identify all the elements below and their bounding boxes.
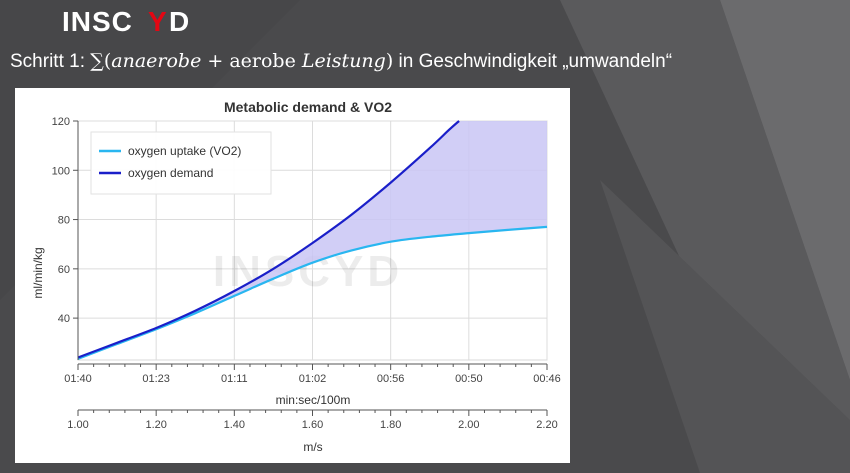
formula-term-aerobe: aerobe [229,50,296,72]
heading-formula: ∑(anaerobe + aerobe Leistung) [90,50,394,72]
series-lines [77,120,548,360]
y-axis-label: ml/min/kg [31,247,45,298]
x-tick-label-speed: 1.60 [302,419,323,431]
inscyd-logo: INSC Y D [62,6,212,41]
legend-box [90,131,272,195]
y-tick-label: 120 [52,116,70,128]
heading-suffix: in Geschwindigkeit „umwandeln“ [393,51,673,72]
logo-text-y: Y [148,6,167,36]
x-axis-label-speed: m/s [303,440,322,454]
logo-text-ins: INSC [62,6,133,36]
chart-title: Metabolic demand & VO2 [224,99,392,115]
demand-gap-area [78,121,547,359]
y-tick-label: 80 [58,215,70,227]
legend-label: oxygen uptake (VO2) [128,144,241,158]
series-line-oxygen-uptake [77,225,548,360]
x-tick-label-pace: 00:46 [533,373,561,385]
x-tick-label-pace: 01:40 [64,373,92,385]
x-tick-label-speed: 1.40 [224,419,245,431]
x-tick-label-pace: 01:02 [299,373,327,385]
legend-label: oxygen demand [128,166,213,180]
y-tick-label: 60 [58,264,70,276]
metabolic-chart: Metabolic demand & VO2 INSCYD 4060801001… [31,99,561,454]
x-tick-label-pace: 01:23 [142,373,170,385]
heading-prefix: Schritt 1: [10,51,91,72]
x-tick-label-speed: 2.00 [458,419,479,431]
x-tick-label-speed: 1.20 [145,419,166,431]
x-tick-label-pace: 01:11 [221,373,248,385]
x-tick-label-speed: 1.00 [67,419,88,431]
y-tick-label: 100 [52,165,70,177]
x-tick-label-pace: 00:56 [377,373,405,385]
sum-symbol: ∑ [90,50,104,72]
formula-term-leistung: Leistung [295,50,386,72]
chart-legend: oxygen uptake (VO2) oxygen demand [90,131,272,195]
formula-term-anaerobe: anaerobe [111,50,202,72]
series-line-oxygen-demand [77,120,460,359]
x-tick-label-speed: 1.80 [380,419,401,431]
x-tick-label-speed: 2.20 [536,419,557,431]
step-heading: Schritt 1: ∑(anaerobe + aerobe Leistung)… [10,50,672,73]
logo-text-d: D [169,6,189,36]
x-tick-label-pace: 00:50 [455,373,483,385]
chart-axes: 40 60 80 100 120 01:40 01:23 01:11 01:02 00:56 00:… [52,116,561,431]
chart-panel: Metabolic demand & VO2 INSCYD 40 60 80 100 1… [15,88,570,463]
x-axis-label-pace: min:sec/100m [276,393,351,407]
fill-between-area [78,121,547,359]
y-tick-label: 40 [58,313,70,325]
